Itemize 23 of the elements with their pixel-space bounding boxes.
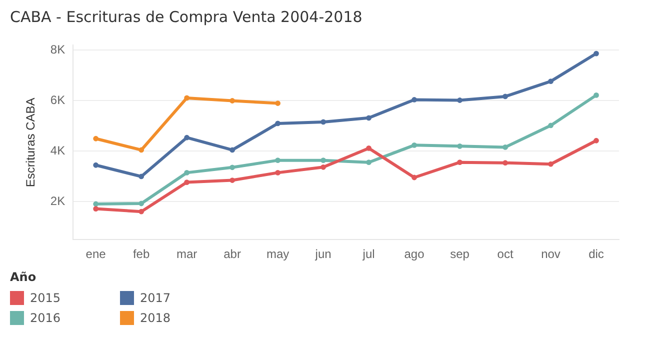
chart-title: CABA - Escrituras de Compra Venta 2004-2018: [10, 8, 362, 26]
legend-label: 2015: [30, 291, 61, 305]
x-tick-label: ene: [86, 247, 106, 262]
y-tick-label: 8K: [50, 42, 66, 57]
legend-title: Año: [10, 270, 38, 284]
x-tick-label: nov: [541, 247, 560, 262]
legend-label: 2016: [30, 311, 61, 325]
x-tick-label: mar: [176, 247, 198, 262]
y-tick-label: 4K: [50, 144, 66, 158]
x-tick-label: dic: [588, 247, 604, 262]
y-axis-title: Escrituras CABA: [24, 98, 38, 188]
x-tick-label: may: [266, 247, 290, 262]
y-tick-label: 2K: [50, 194, 66, 208]
x-tick-label: feb: [132, 247, 150, 262]
x-tick-label: ago: [404, 247, 425, 262]
legend-label: 2017: [140, 291, 171, 305]
x-tick-label: abr: [224, 247, 241, 262]
x-tick-label: oct: [497, 247, 514, 262]
x-tick-label: jun: [314, 247, 332, 262]
legend-label: 2018: [140, 311, 171, 325]
x-tick-label: sep: [450, 247, 470, 262]
y-tick-label: 6K: [50, 93, 66, 108]
x-tick-label: jul: [362, 247, 375, 262]
